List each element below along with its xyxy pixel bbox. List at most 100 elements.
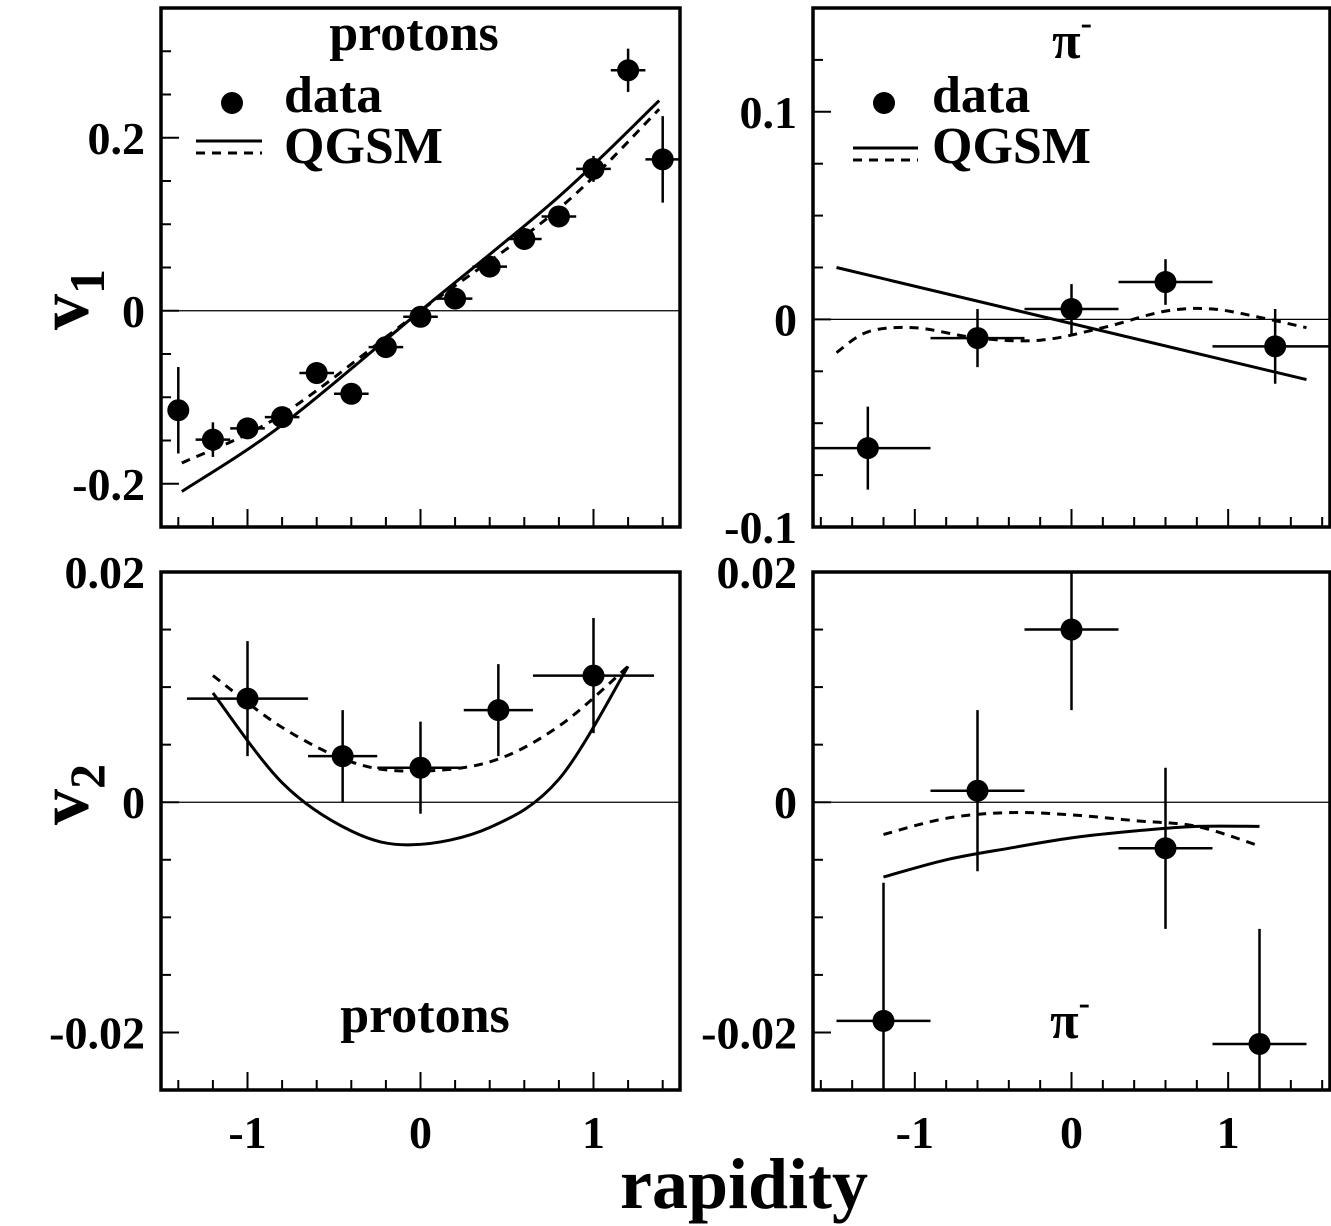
y-tick-label: 0 bbox=[774, 294, 797, 345]
plot-frame bbox=[159, 570, 682, 1092]
legend-data-label: data bbox=[284, 67, 382, 124]
legend-data-label: data bbox=[932, 67, 1030, 124]
plot-frame bbox=[811, 570, 1331, 1092]
data-marker bbox=[478, 255, 501, 278]
plot-frame bbox=[159, 6, 682, 529]
qgsm-solid-curve bbox=[211, 665, 630, 847]
data-point bbox=[930, 309, 1025, 368]
panel-title: protons bbox=[329, 5, 499, 62]
data-marker bbox=[1248, 1032, 1271, 1055]
qgsm-dashed-curve bbox=[835, 306, 1307, 354]
data-points bbox=[186, 618, 655, 814]
y-tick-label: 0 bbox=[774, 777, 797, 828]
y-tick-label: 0 bbox=[122, 777, 145, 828]
qgsm-dashed-curve bbox=[883, 810, 1260, 848]
y-tick-label: 0.02 bbox=[717, 547, 798, 598]
data-point bbox=[1212, 309, 1330, 384]
x-tick-label: -1 bbox=[228, 1107, 266, 1158]
data-marker bbox=[1154, 271, 1177, 294]
data-points bbox=[813, 259, 1330, 490]
svg-text:v1: v1 bbox=[24, 269, 115, 330]
panel-title-text: protons bbox=[340, 987, 510, 1044]
data-marker bbox=[236, 687, 259, 710]
data-marker bbox=[856, 437, 879, 460]
data-point bbox=[368, 336, 404, 359]
x-axis-title: rapidity bbox=[620, 1144, 868, 1224]
data-marker bbox=[1060, 618, 1083, 641]
data-point bbox=[645, 116, 680, 203]
y-tick-label: -0.1 bbox=[724, 502, 797, 553]
panels: -0.200.2protonsdataQGSM-0.100.1π-dataQGS… bbox=[49, 5, 1331, 1158]
data-point bbox=[1212, 928, 1307, 1090]
data-marker bbox=[582, 664, 605, 687]
data-marker bbox=[201, 428, 224, 451]
data-point bbox=[334, 382, 369, 405]
svg-text:v2: v2 bbox=[24, 764, 115, 825]
data-point bbox=[1024, 572, 1119, 711]
data-marker bbox=[487, 699, 510, 722]
data-point bbox=[299, 362, 334, 385]
y-tick-label: 0.02 bbox=[65, 547, 146, 598]
legend-data-marker bbox=[221, 92, 243, 114]
data-point bbox=[463, 664, 533, 757]
legend-qgsm-label: QGSM bbox=[284, 118, 443, 175]
data-point bbox=[377, 721, 464, 814]
data-point bbox=[576, 155, 611, 182]
data-marker bbox=[872, 1009, 895, 1032]
v1-axis-letter: v bbox=[24, 294, 104, 330]
data-point bbox=[930, 710, 1025, 872]
y-tick-label: 0 bbox=[122, 286, 145, 337]
data-marker bbox=[271, 406, 294, 429]
data-marker bbox=[966, 327, 989, 350]
panel-v2-piminus: -0.02 0 0.02 -1 0 1 π- bbox=[701, 547, 1331, 1158]
data-point bbox=[167, 366, 190, 454]
data-marker bbox=[236, 417, 259, 440]
panel-title-text: π bbox=[1050, 993, 1079, 1050]
data-marker bbox=[1060, 298, 1083, 321]
panel-title: protons bbox=[340, 987, 510, 1044]
data-point bbox=[403, 305, 438, 328]
data-point bbox=[186, 641, 309, 757]
data-marker bbox=[582, 157, 605, 180]
data-marker bbox=[331, 745, 354, 768]
plot-frame bbox=[811, 6, 1331, 529]
data-marker bbox=[167, 399, 190, 422]
data-marker bbox=[305, 362, 328, 385]
x-tick-label: 0 bbox=[1060, 1107, 1083, 1158]
y-tick-label: 0.2 bbox=[88, 113, 146, 164]
data-marker bbox=[617, 59, 640, 82]
v2-axis-subscript: 2 bbox=[59, 764, 115, 789]
data-marker bbox=[1154, 837, 1177, 860]
qgsm-solid-curve bbox=[883, 824, 1260, 879]
data-point bbox=[532, 618, 655, 734]
x-tick-label: 1 bbox=[582, 1107, 605, 1158]
data-points bbox=[836, 572, 1307, 1090]
data-point bbox=[472, 255, 507, 278]
data-marker bbox=[1264, 335, 1287, 358]
data-point bbox=[836, 882, 931, 1090]
panel-v2-protons: -0.02 0 0.02 -1 0 1 protons bbox=[49, 547, 682, 1158]
data-point bbox=[308, 710, 378, 803]
panel-title-text: protons bbox=[329, 5, 499, 62]
legend-data-marker bbox=[873, 92, 895, 114]
data-point bbox=[1118, 259, 1213, 305]
legend-qgsm-label: QGSM bbox=[932, 118, 1091, 175]
panel-title: π- bbox=[1050, 985, 1090, 1050]
data-point bbox=[195, 422, 231, 457]
y-tick-label: -0.02 bbox=[49, 1007, 145, 1058]
data-marker bbox=[374, 336, 397, 359]
data-point bbox=[507, 227, 542, 250]
x-tick-label: 0 bbox=[409, 1107, 432, 1158]
panel-title-text: π bbox=[1052, 13, 1081, 70]
data-marker bbox=[513, 227, 536, 250]
v1-axis-subscript: 1 bbox=[59, 269, 115, 294]
data-marker bbox=[444, 287, 467, 310]
y-tick-label: -0.2 bbox=[72, 459, 145, 510]
data-point bbox=[813, 406, 931, 490]
y-tick-label: 0.1 bbox=[740, 87, 798, 138]
